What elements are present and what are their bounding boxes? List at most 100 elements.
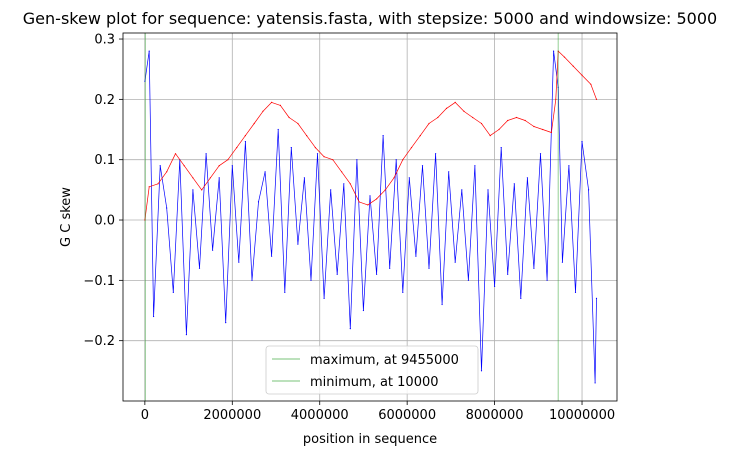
cumulative-skew-point-16 xyxy=(279,104,281,106)
gc-skew-point-50 xyxy=(467,279,469,281)
cumulative-skew-point-3 xyxy=(166,171,168,173)
gc-skew-point-5 xyxy=(172,291,174,293)
gc-skew-point-27 xyxy=(316,153,319,155)
cumulative-skew-point-52 xyxy=(581,74,583,76)
gc-skew-point-25 xyxy=(303,177,305,179)
gc-skew-point-42 xyxy=(415,255,417,257)
gc-skew-point-22 xyxy=(284,291,286,293)
gc-skew-point-34 xyxy=(362,309,364,312)
gc-skew-point-44 xyxy=(428,267,430,269)
x-tick-label-2: 4000000 xyxy=(291,408,349,423)
cumulative-skew-point-38 xyxy=(472,116,474,119)
gc-skew-point-43 xyxy=(421,165,424,167)
cumulative-skew-point-8 xyxy=(209,177,211,179)
gc-skew-point-15 xyxy=(238,261,240,263)
cumulative-skew-point-32 xyxy=(419,135,421,137)
gc-skew-point-1 xyxy=(148,50,150,52)
cumulative-skew-point-20 xyxy=(314,147,316,149)
gc-skew-point-40 xyxy=(402,291,404,293)
marker-layer xyxy=(144,33,559,401)
cumulative-skew-point-13 xyxy=(253,122,255,125)
cumulative-skew-point-23 xyxy=(341,171,343,173)
cumulative-skew-point-37 xyxy=(463,110,465,112)
cumulative-skew-point-33 xyxy=(428,122,430,125)
cumulative-skew-point-10 xyxy=(227,159,229,161)
gc-skew-point-37 xyxy=(382,135,384,137)
cumulative-skew-point-40 xyxy=(489,135,491,137)
gc-skew-point-32 xyxy=(349,328,351,330)
y-axis-label: G C skew xyxy=(59,187,74,247)
gc-skew-point-55 xyxy=(500,147,502,149)
cumulative-skew-point-39 xyxy=(480,122,483,125)
x-tick-label-0: 0 xyxy=(141,408,149,423)
gc-skew-point-62 xyxy=(546,279,548,281)
legend: maximum, at 9455000 minimum, at 10000 xyxy=(265,345,479,395)
gc-skew-point-65 xyxy=(561,261,564,263)
chart-title: Gen-skew plot for sequence: yatensis.fas… xyxy=(23,9,717,28)
gc-skew-point-54 xyxy=(494,285,496,287)
x-tick-label-5: 10000000 xyxy=(549,408,615,423)
grid-lines xyxy=(123,33,617,401)
gc-skew-point-48 xyxy=(454,261,456,263)
cumulative-skew-point-26 xyxy=(367,204,369,206)
cumulative-skew-point-29 xyxy=(393,177,395,179)
gc-skew-point-30 xyxy=(336,273,338,275)
gc-skew-point-41 xyxy=(408,177,410,179)
y-tick-label-3: 0.1 xyxy=(94,153,115,168)
gc-skew-point-33 xyxy=(356,159,358,161)
x-tick-label-3: 6000000 xyxy=(378,408,436,423)
cumulative-skew-point-21 xyxy=(323,156,325,158)
gc-skew-point-28 xyxy=(323,297,325,299)
cumulative-skew-point-1 xyxy=(148,186,150,188)
y-tick-label-4: 0.2 xyxy=(94,93,115,108)
gc-skew-point-3 xyxy=(159,165,161,167)
cumulative-skew-point-46 xyxy=(542,128,544,131)
gc-skew-point-20 xyxy=(271,255,273,257)
y-tick-label-0: −0.2 xyxy=(83,334,115,349)
cumulative-skew-point-47 xyxy=(550,131,553,134)
cumulative-skew-point-41 xyxy=(498,128,500,131)
plot-frame xyxy=(122,32,618,402)
gc-skew-point-18 xyxy=(257,201,260,203)
y-tick-label-1: −0.1 xyxy=(83,274,115,289)
gc-skew-point-35 xyxy=(369,195,371,197)
cumulative-skew-point-18 xyxy=(297,122,299,125)
gc-skew-point-36 xyxy=(376,273,378,275)
legend-label-maximum: maximum, at 9455000 xyxy=(310,353,459,368)
gc-skew-point-11 xyxy=(212,249,214,251)
gc-skew-point-19 xyxy=(264,171,266,173)
gc-skew-point-7 xyxy=(185,334,187,336)
gc-skew-point-21 xyxy=(277,128,279,131)
gc-skew-point-31 xyxy=(343,183,345,185)
gc-skew-point-10 xyxy=(205,153,207,155)
legend-box xyxy=(265,345,479,395)
gc-skew-point-14 xyxy=(231,165,233,167)
cumulative-skew-point-9 xyxy=(218,165,220,167)
x-tick-label-4: 8000000 xyxy=(466,408,524,423)
gc-skew-point-49 xyxy=(461,189,463,191)
cumulative-skew-point-48 xyxy=(555,98,557,100)
cumulative-skew-point-27 xyxy=(376,198,378,200)
cumulative-skew-point-25 xyxy=(358,201,360,203)
gc-skew-point-52 xyxy=(480,370,483,372)
cumulative-skew-point-7 xyxy=(201,189,203,191)
cumulative-skew-point-45 xyxy=(533,125,535,128)
gc-skew-point-29 xyxy=(330,189,332,191)
gc-skew-point-61 xyxy=(539,153,542,155)
cumulative-skew-point-28 xyxy=(384,189,386,191)
gc-skew-point-56 xyxy=(507,273,509,275)
gc-skew-point-16 xyxy=(244,141,246,143)
cumulative-skew-point-50 xyxy=(563,56,566,58)
cumulative-skew-point-22 xyxy=(332,159,334,161)
cumulative-skew-point-54 xyxy=(595,98,598,100)
cumulative-skew-point-34 xyxy=(437,116,439,119)
gc-skew-point-46 xyxy=(441,303,443,306)
cumulative-skew-point-42 xyxy=(507,119,509,122)
cumulative-skew-point-2 xyxy=(157,183,159,185)
gc-skew-point-45 xyxy=(435,153,437,155)
cumulative-skew-point-12 xyxy=(244,135,246,137)
gc-skew-point-68 xyxy=(581,141,583,143)
cumulative-skew-point-53 xyxy=(590,83,592,85)
x-axis-ticks: 0 2000000 4000000 6000000 8000000 10000000 xyxy=(141,401,615,423)
